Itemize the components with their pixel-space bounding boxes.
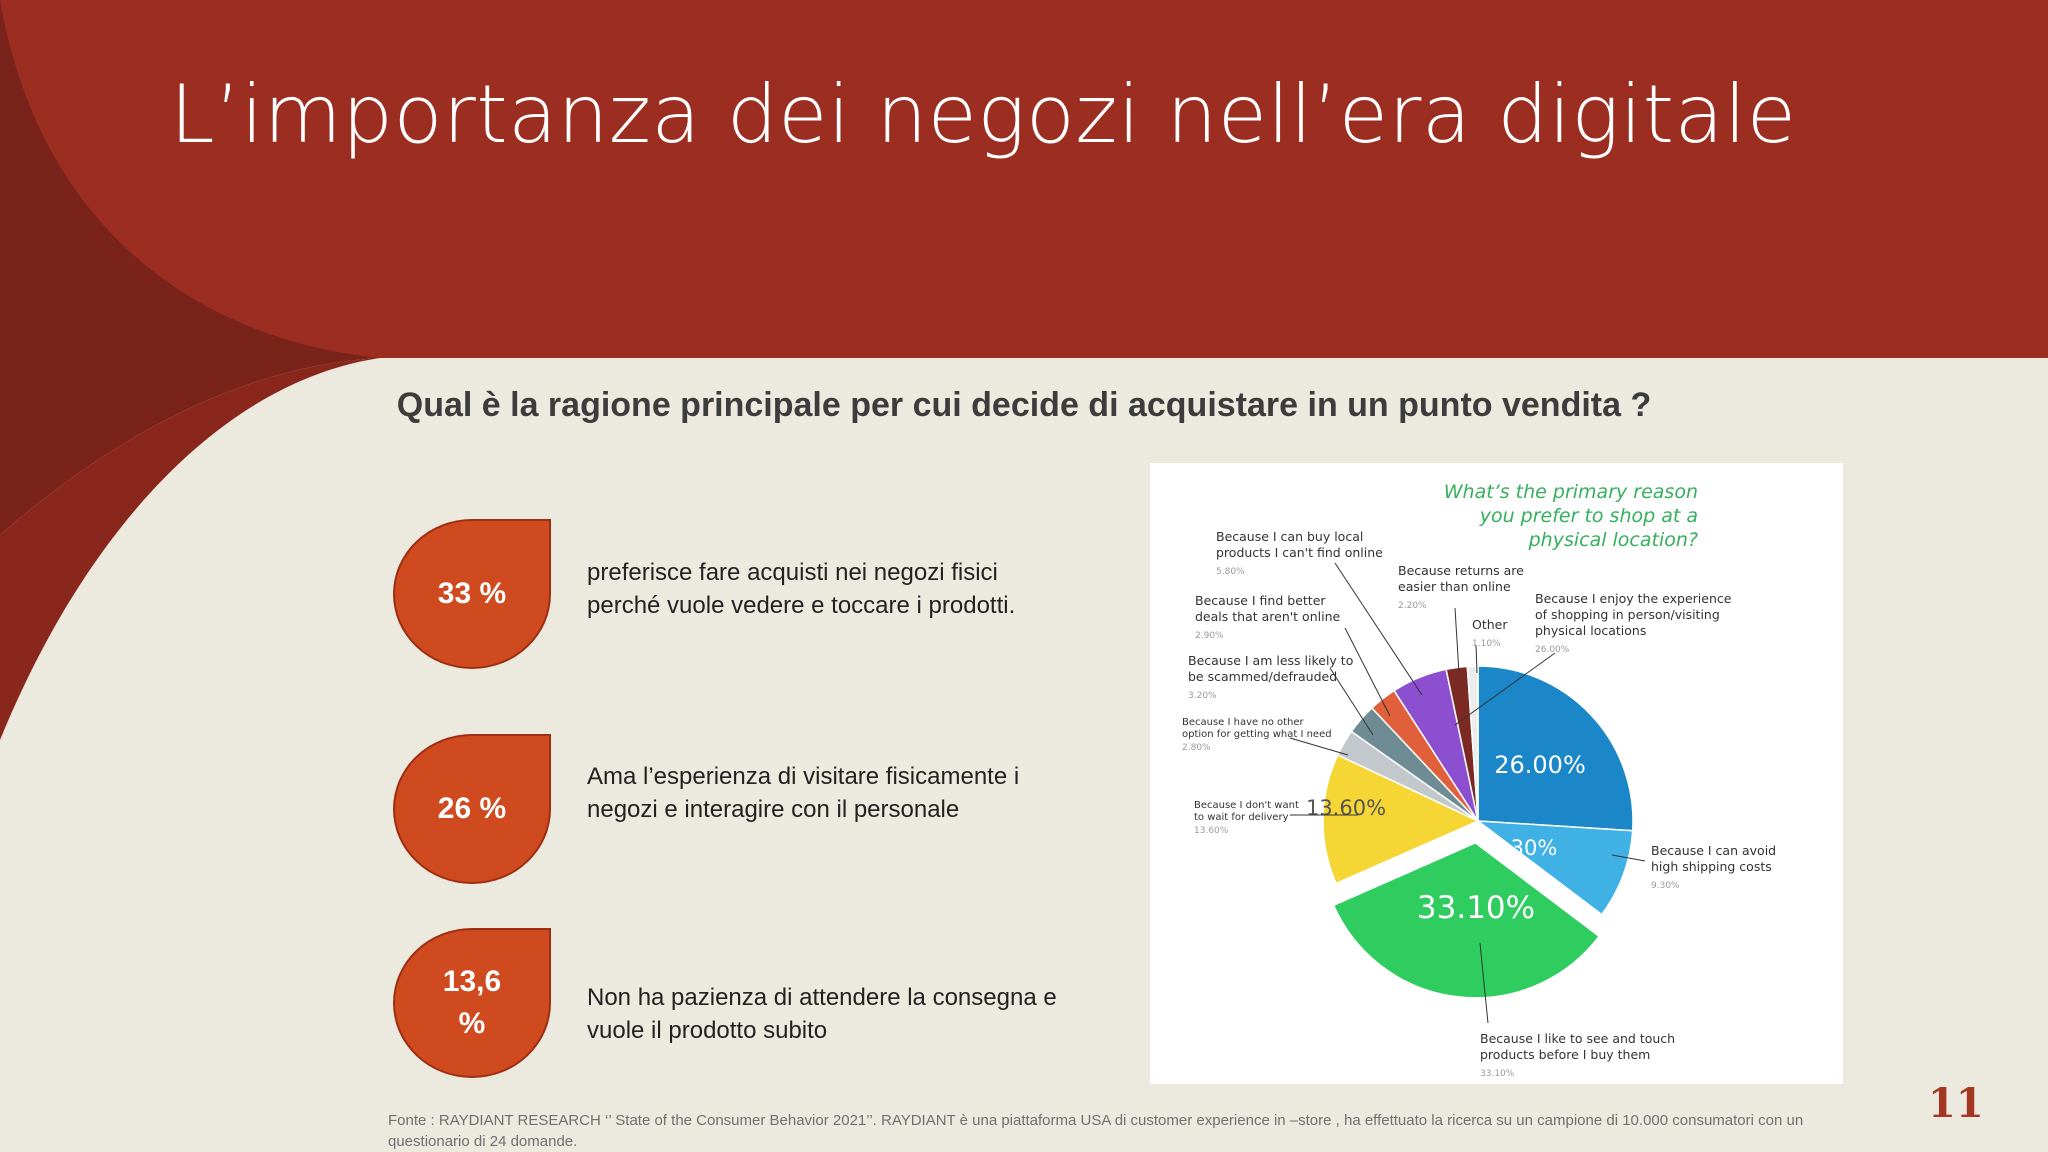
- callout-percent: 2.80%: [1182, 743, 1211, 753]
- stat-description: preferisce fare acquisti nei negozi fisi…: [587, 559, 1016, 619]
- callout-line: [1454, 652, 1556, 726]
- callout-percent: 13.60%: [1194, 826, 1229, 836]
- pie-slice-because-i-like-to-see-and-touch-products: [1332, 841, 1601, 999]
- callout-percent: 2.20%: [1398, 601, 1427, 611]
- callout-label: Because I like to see and touch: [1480, 1031, 1675, 1046]
- slice-value-label: 9.30%: [1491, 836, 1558, 860]
- pie-slice-because-i-can-avoid-high-shipping-costs: [1475, 820, 1634, 916]
- stat-badge: 13,6 %: [393, 928, 551, 1078]
- callout-percent: 5.80%: [1216, 567, 1245, 577]
- callout-label: be scammed/defrauded: [1188, 669, 1337, 684]
- slide-title: L’importanza dei negozi nell’era digital…: [170, 68, 1797, 161]
- pie-slice-because-i-don-t-want-to-wait-for-deliver: [1322, 754, 1480, 885]
- stat-value: 26 %: [437, 792, 507, 825]
- callout-label: Because I can buy local: [1216, 529, 1363, 544]
- chart-title-line: What’s the primary reason: [1444, 481, 1698, 503]
- callout-line: [1329, 667, 1374, 736]
- stat-value: 33 %: [437, 577, 507, 610]
- callout-label: Because I can avoid: [1651, 843, 1776, 858]
- callout-percent: 1.10%: [1472, 639, 1501, 649]
- pie-slice-because-i-enjoy-the-experience-of-shoppi: [1477, 665, 1634, 832]
- callout-percent: 2.90%: [1195, 631, 1224, 641]
- callout-label: easier than online: [1398, 579, 1511, 594]
- callout-label: to wait for delivery: [1194, 812, 1289, 823]
- pie-chart-card: What’s the primary reason you prefer to s…: [1150, 463, 1843, 1084]
- callout-line: [1475, 644, 1478, 674]
- survey-question: Qual è la ragione principale per cui dec…: [396, 386, 1652, 424]
- callout-label: physical locations: [1535, 623, 1646, 638]
- callout-line: [1479, 942, 1489, 1024]
- slice-value-label: 26.00%: [1494, 751, 1586, 779]
- callout-label: deals that aren't online: [1195, 609, 1340, 624]
- slice-value-label: 13.60%: [1306, 796, 1386, 820]
- stat-value: 13,6 %: [442, 965, 502, 1040]
- callout-label: option for getting what I need: [1182, 729, 1332, 740]
- callout-label: products before I buy them: [1480, 1047, 1650, 1062]
- stat-badge: 33 %: [393, 519, 551, 669]
- chart-title-line: you prefer to shop at a: [1479, 505, 1698, 527]
- callout-label: Because I have no other: [1182, 717, 1305, 728]
- callout-label: Because I am less likely to: [1188, 653, 1353, 668]
- callout-percent: 26.00%: [1535, 645, 1570, 655]
- callout-label: Because I enjoy the experience: [1535, 591, 1732, 606]
- page-number: 11: [1928, 1080, 1984, 1127]
- callout-line: [1344, 627, 1391, 717]
- callout-line: [1289, 737, 1349, 756]
- callout-percent: 9.30%: [1651, 881, 1680, 891]
- stat-description: Ama l’esperienza di visitare fisicamente…: [587, 763, 1020, 823]
- callout-line: [1611, 854, 1646, 862]
- slice-value-label: 33.10%: [1417, 890, 1535, 926]
- callout-label: Because returns are: [1398, 563, 1524, 578]
- pie-slice-other: [1466, 665, 1479, 822]
- chart-title-line: physical location?: [1528, 529, 1698, 551]
- callout-label: high shipping costs: [1651, 859, 1772, 874]
- callout-label: Because I don't want: [1194, 800, 1299, 811]
- source-note: Fonte : RAYDIANT RESEARCH ‘’ State of th…: [388, 1112, 1804, 1150]
- callout-label: of shopping in person/visiting: [1535, 607, 1720, 622]
- stat-description: Non ha pazienza di attendere la consegna…: [587, 984, 1057, 1044]
- callout-label: products I can't find online: [1216, 545, 1383, 560]
- callout-percent: 3.20%: [1188, 691, 1217, 701]
- callout-label: Other: [1472, 617, 1508, 632]
- callout-label: Because I find better: [1195, 593, 1326, 608]
- stat-badge: 26 %: [393, 734, 551, 884]
- callout-line: [1454, 607, 1460, 674]
- callout-line: [1334, 562, 1423, 696]
- callout-percent: 33.10%: [1480, 1069, 1515, 1079]
